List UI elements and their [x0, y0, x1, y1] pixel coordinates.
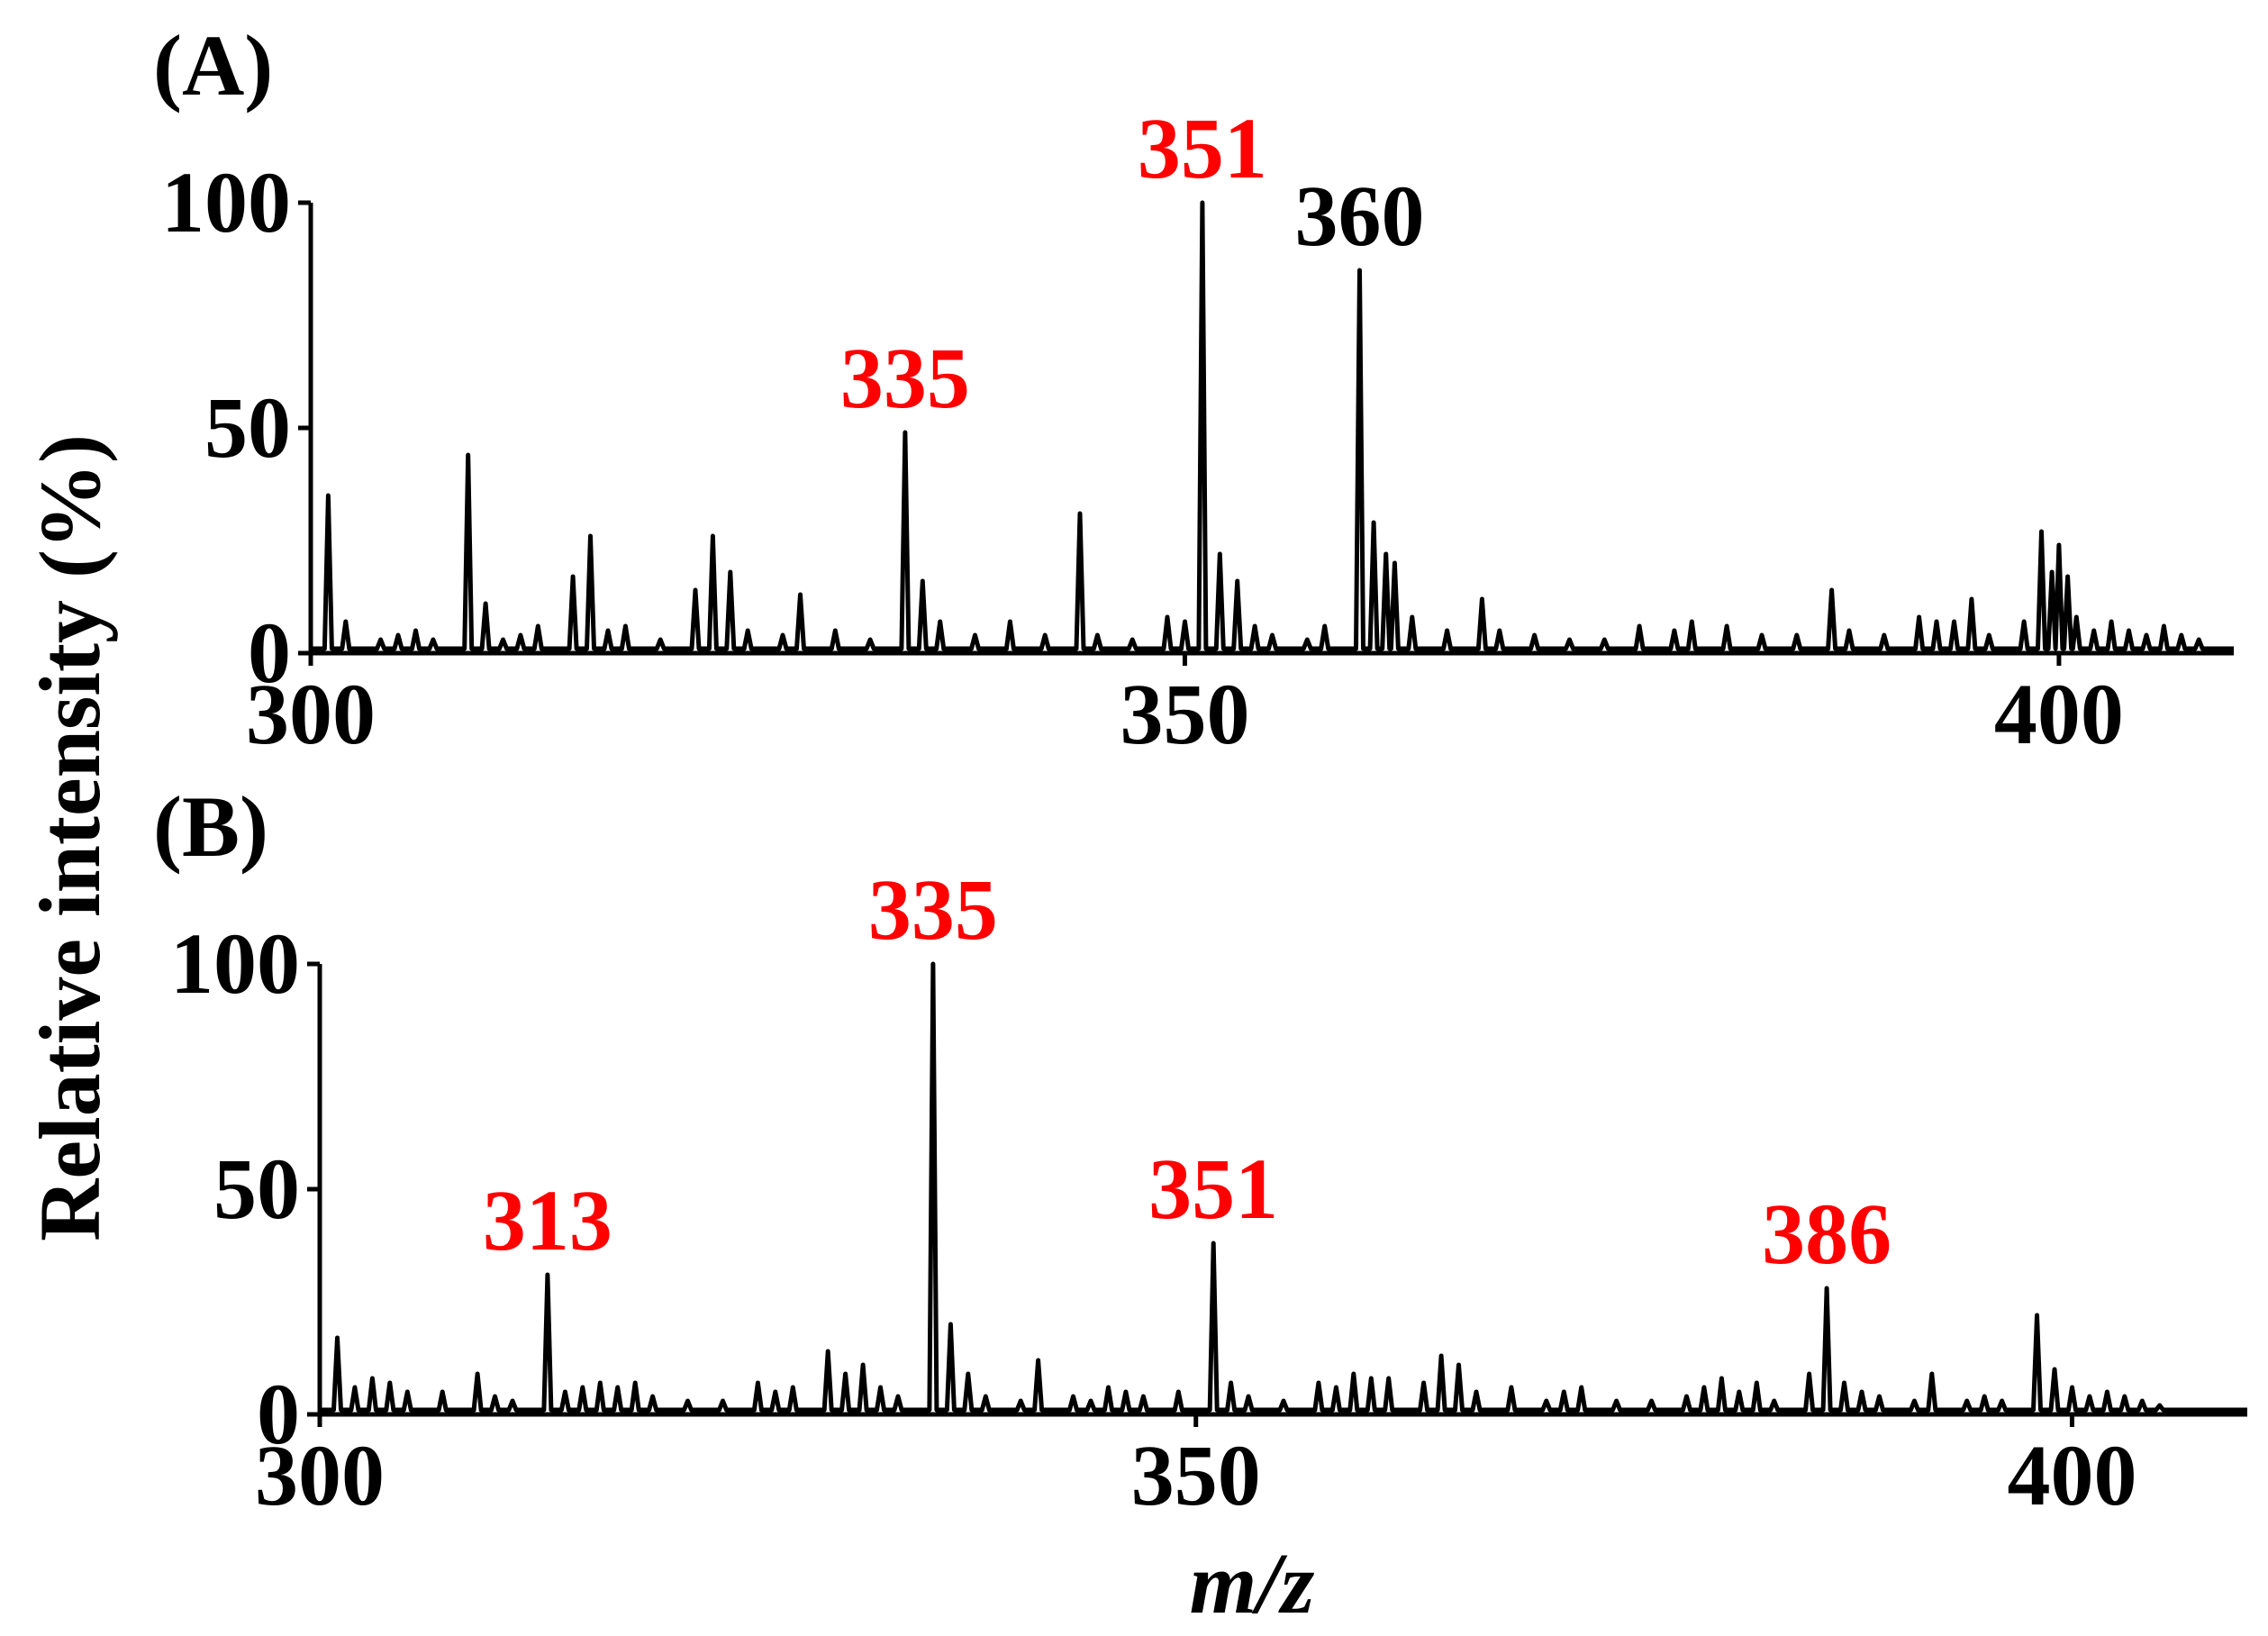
- y-tick-label: 50: [204, 379, 291, 476]
- peak-label-360: 360: [1295, 168, 1425, 264]
- x-tick-label: 400: [1994, 666, 2124, 762]
- peak-label-313: 313: [483, 1172, 612, 1268]
- y-tick-label: 100: [161, 154, 291, 250]
- panel-label: (A): [153, 17, 273, 114]
- peak-label-351: 351: [1138, 100, 1267, 196]
- spectrum-trace: [320, 961, 2247, 1413]
- peak-label-335: 335: [840, 330, 970, 426]
- y-tick-label: 0: [257, 1366, 300, 1462]
- panel-label: (B): [153, 778, 268, 875]
- x-tick-label: 350: [1120, 666, 1249, 762]
- y-tick-label: 0: [248, 604, 291, 701]
- peak-label-386: 386: [1762, 1186, 1892, 1282]
- x-tick-label: 350: [1131, 1427, 1261, 1523]
- spectrum-panel-a: (A) 0 50 100 300 350 400 335 351 360: [153, 17, 2234, 762]
- y-axis-title: Relative intensity (%): [22, 434, 118, 1241]
- spectrum-trace: [311, 200, 2234, 651]
- panels: (A) 0 50 100 300 350 400 335 351 360 (B) 0 50 100 300 3…: [153, 17, 2247, 1523]
- peak-label-335: 335: [868, 861, 998, 958]
- peak-label-351: 351: [1148, 1141, 1278, 1237]
- x-tick-label: 300: [246, 666, 376, 762]
- x-axis-title: m/z: [1190, 1535, 1315, 1631]
- x-tick-label: 300: [255, 1427, 385, 1523]
- spectrum-panel-b: (B) 0 50 100 300 350 400 313 335 351 386: [153, 778, 2247, 1523]
- y-tick-label: 100: [170, 915, 300, 1012]
- x-tick-label: 400: [2007, 1427, 2136, 1523]
- y-tick-label: 50: [213, 1141, 300, 1237]
